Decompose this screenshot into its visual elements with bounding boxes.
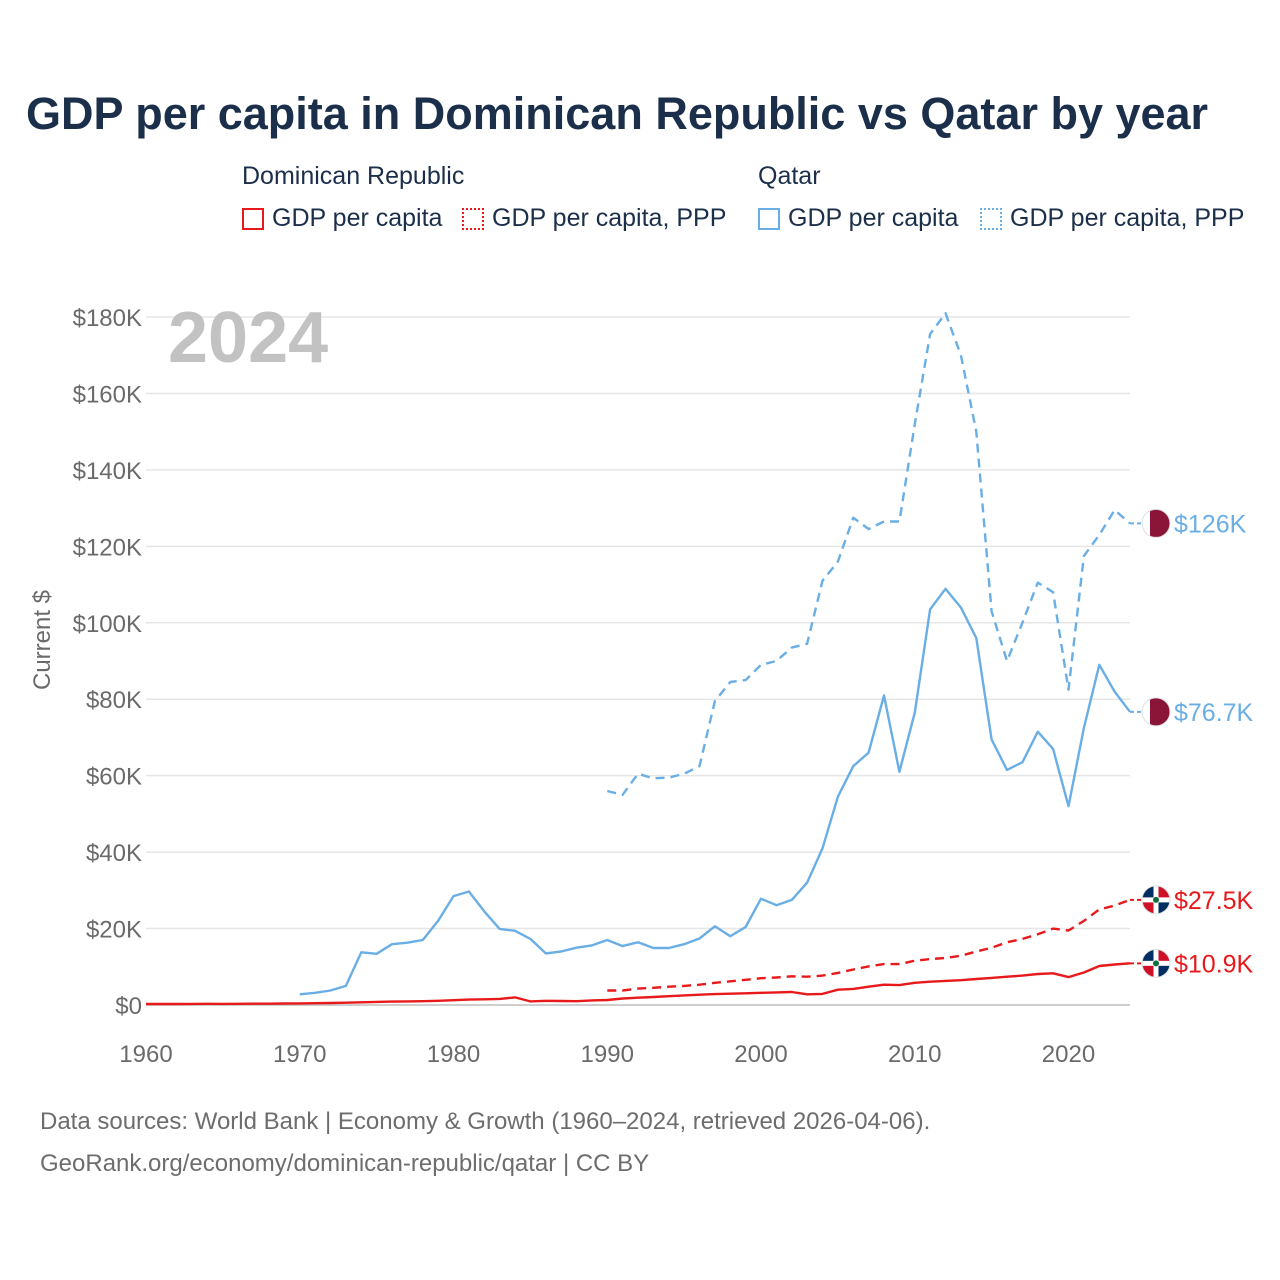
x-tick-label: 2000 [734, 1041, 787, 1068]
end-value-label: $10.9K [1174, 950, 1254, 978]
legend-item-dr-gdp[interactable]: GDP per capita [242, 204, 442, 233]
y-axis-label: Current $ [29, 590, 56, 690]
x-axis-ticks: 1960 1970 1980 1990 2000 2010 2020 [119, 1041, 1095, 1068]
y-tick-label: $60K [86, 764, 142, 791]
y-tick-label: $180K [73, 305, 142, 332]
end-marker-1[interactable]: $76.7K [1130, 697, 1254, 727]
legend-item-qatar-gdp[interactable]: GDP per capita [758, 204, 958, 233]
x-tick-label: 1970 [273, 1041, 326, 1068]
source-line-2[interactable]: GeoRank.org/economy/dominican-republic/q… [40, 1150, 650, 1177]
dr-flag-quarter [1142, 963, 1156, 978]
x-tick-label: 2020 [1042, 1041, 1095, 1068]
dr-flag-quarter [1156, 949, 1170, 964]
gridlines [146, 316, 1130, 1006]
x-tick-label: 1990 [581, 1041, 634, 1068]
end-value-label: $126K [1174, 510, 1247, 538]
dr-flag-quarter [1156, 899, 1170, 914]
dr-flag-emblem [1153, 896, 1159, 903]
dr-flag-quarter [1142, 949, 1156, 964]
dr-flag-emblem [1153, 960, 1159, 967]
x-tick-label: 1960 [119, 1041, 172, 1068]
x-tick-label: 2010 [888, 1041, 941, 1068]
legend-group-label: Dominican Republic [242, 162, 465, 190]
legend-item-dr-gdp-ppp[interactable]: GDP per capita, PPP [462, 204, 726, 233]
y-tick-label: $80K [86, 687, 142, 714]
flag-ring [1141, 948, 1171, 978]
y-tick-label: $20K [86, 917, 142, 944]
end-markers: $126K $76.7K $27.5K $10.9K [1130, 508, 1254, 978]
flag-ring [1141, 697, 1171, 727]
qatar-flag-stripe [1142, 699, 1150, 725]
legend-swatch-solid [758, 207, 780, 230]
legend-item-label: GDP per capita, PPP [492, 204, 727, 232]
legend-swatch-dotted [462, 207, 484, 230]
y-tick-label: $40K [86, 840, 142, 867]
dr-flag-quarter [1142, 899, 1156, 914]
dr-flag-quarter [1156, 885, 1170, 900]
end-marker-0[interactable]: $126K [1130, 508, 1247, 538]
source-line-1: Data sources: World Bank | Economy & Gro… [40, 1108, 931, 1135]
y-axis-ticks: $0 $20K $40K $60K $80K $100K $120K $140K $160K $1… [73, 305, 142, 1020]
qatar-flag-stripe [1142, 510, 1150, 536]
legend-swatch-dotted [980, 207, 1002, 230]
legend-item-label: GDP per capita [788, 204, 959, 232]
end-value-label: $27.5K [1174, 887, 1254, 915]
end-marker-2[interactable]: $27.5K [1130, 885, 1254, 915]
series-line-3 [146, 962, 1131, 1006]
dr-flag-quarter [1156, 963, 1170, 978]
legend-item-label: GDP per capita [272, 204, 443, 232]
x-tick-label: 1980 [427, 1041, 480, 1068]
legend-swatch-solid [242, 207, 264, 230]
end-value-label: $76.7K [1174, 699, 1254, 727]
flag-ring [1141, 885, 1171, 915]
dr-flag-quarter [1142, 885, 1156, 900]
series-lines [146, 312, 1131, 1006]
y-tick-label: $140K [73, 458, 142, 485]
y-tick-label: $100K [73, 611, 142, 638]
series-line-2 [607, 898, 1131, 992]
chart-title: GDP per capita in Dominican Republic vs … [26, 88, 1209, 139]
flag-ring [1141, 508, 1171, 538]
legend-group-label: Qatar [758, 162, 821, 190]
legend-item-label: GDP per capita, PPP [1010, 204, 1245, 232]
series-line-1 [299, 587, 1131, 996]
legend-item-qatar-gdp-ppp[interactable]: GDP per capita, PPP [980, 204, 1244, 233]
y-tick-label: $120K [73, 534, 142, 561]
year-watermark: 2024 [168, 298, 328, 378]
series-line-0 [607, 312, 1131, 796]
y-tick-label: $0 [115, 993, 142, 1020]
y-tick-label: $160K [73, 381, 142, 408]
end-marker-3[interactable]: $10.9K [1130, 948, 1254, 978]
